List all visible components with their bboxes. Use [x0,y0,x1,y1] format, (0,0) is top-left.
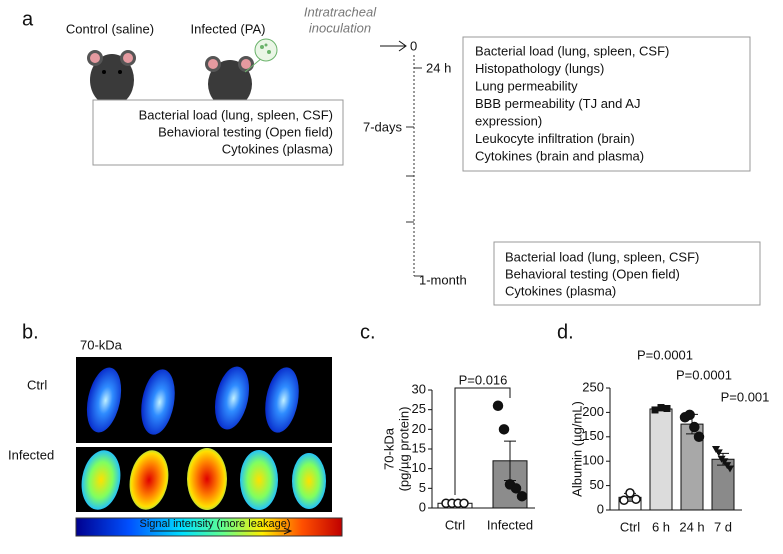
panel-label: d. [557,321,574,343]
data-point [651,406,659,414]
mouse-icon [87,50,136,106]
y-tick-label: 15 [412,440,426,455]
data-point [689,421,700,433]
box-line: Bacterial load (lung, spleen, CSF) [475,43,669,58]
y-tick-label: 0 [419,499,426,514]
data-point [498,424,510,435]
x-tick-label: 24 h [679,519,704,534]
y-axis-label: (pg/µg protein) [396,407,411,492]
outcome-box [462,36,751,172]
y-tick-label: 30 [412,381,426,396]
y-axis-label: 70-kDa [381,427,396,470]
box-line: Leukocyte infiltration (brain) [475,131,635,146]
mouse-icon [205,38,278,108]
x-tick-label: 6 h [652,519,670,534]
timeline-tick [406,67,422,277]
y-tick-label: 50 [590,477,604,492]
data-point [619,495,629,505]
data-point [693,431,705,443]
group-label: Control (saline) [66,21,154,36]
x-tick-label: Ctrl [445,517,465,532]
data-point [657,404,665,412]
x-tick-label: Ctrl [620,519,640,534]
data-point [510,483,522,494]
box-line: Histopathology (lungs) [475,61,604,76]
y-tick-label: 150 [582,428,604,443]
row-label: Ctrl [27,377,47,392]
x-tick-label: Infected [487,517,533,532]
data-point [720,458,729,466]
timepoint: 24 h [426,60,451,75]
data-point [459,498,469,509]
outcome-box [493,241,761,306]
panel-a: a Control (saline) Infected (PA) Bacteri… [22,4,761,306]
box-line: Bacterial load (lung, spleen, CSF) [505,249,699,264]
p-value: P=0.001 [721,389,770,404]
panel-label: a [22,8,34,30]
box-line: Behavioral testing (Open field) [505,266,680,281]
data-point [663,404,671,412]
box-line: Cytokines (plasma) [222,141,333,156]
data-point [516,490,528,502]
box-line: Cytokines (plasma) [505,283,616,298]
panel-label: c. [360,321,376,343]
y-tick-label: 0 [597,501,604,516]
row-label: Infected [8,447,54,462]
timepoint: 7-days [363,119,403,134]
y-tick-label: 20 [412,421,426,436]
data-point [726,465,734,473]
bar [649,408,673,511]
panel-b: b. 70-kDa Ctrl Infected Signal intensity… [8,321,343,537]
panel-label: b. [22,321,39,343]
data-point [714,449,723,457]
data-point [684,409,695,421]
y-tick-label: 250 [582,379,604,394]
box-line: expression) [475,113,542,128]
y-tick-label: 5 [419,480,426,495]
box-line: Bacterial load (lung, spleen, CSF) [139,107,333,122]
p-value: P=0.016 [459,372,508,387]
data-point [631,494,641,505]
box-line: Lung permeability [475,78,578,93]
y-tick-label: 25 [412,401,426,416]
timepoint: 0 [410,38,417,53]
y-axis-label: Albumin (µg/mL) [569,401,584,497]
box-line: Behavioral testing (Open field) [158,124,333,139]
significance-bracket [454,387,511,495]
data-point [492,400,504,411]
box-line: BBB permeability (TJ and AJ [475,96,640,111]
tracer-label: 70-kDa [80,337,123,352]
y-tick-label: 10 [412,460,426,475]
timepoint: 1-month [419,272,467,287]
p-value: P=0.0001 [676,367,732,382]
arrow [283,527,293,535]
p-value: P=0.0001 [637,347,693,362]
brain-images [81,366,326,510]
x-tick-label: 7 d [714,519,732,534]
arrow [380,40,407,52]
y-tick-label: 200 [582,404,604,419]
data-point [625,488,635,498]
box-line: Cytokines (brain and plasma) [475,148,644,163]
inoculation-label: Intratracheal [304,4,377,19]
inoculation-label: inoculation [309,20,371,35]
colorbar-label: Signal intensity (more leakage) [139,518,290,530]
charts: c. 70-kDa (pg/µg protein) 0 5 10 15 20 25 30 Ctrl I… [360,321,769,534]
outcome-box [92,99,344,166]
group-label: Infected (PA) [191,21,266,36]
y-tick-label: 100 [582,453,604,468]
